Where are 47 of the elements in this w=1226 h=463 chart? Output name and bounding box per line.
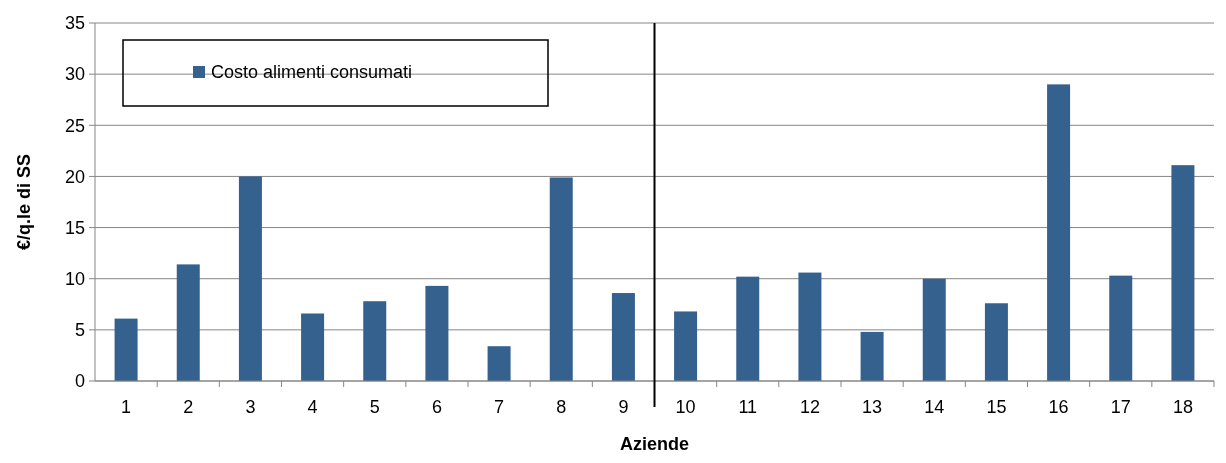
x-tick-label: 8 (556, 397, 567, 417)
bar (363, 301, 387, 381)
bar (176, 264, 200, 381)
x-tick-label: 12 (799, 397, 820, 417)
x-axis-title: Aziende (619, 434, 690, 454)
x-tick-label: 17 (1110, 397, 1131, 417)
bar (674, 311, 698, 381)
bar (1109, 275, 1133, 381)
bar (922, 278, 946, 381)
y-tick-label: 30 (64, 64, 85, 85)
x-tick-label: 6 (431, 397, 442, 417)
bar (736, 276, 760, 381)
bar (238, 176, 262, 381)
x-tick-label: 2 (183, 397, 194, 417)
y-tick-label: 10 (64, 269, 85, 290)
bar (798, 272, 822, 381)
y-tick-label: 25 (64, 115, 85, 136)
bar (860, 331, 884, 381)
x-tick-label: 1 (121, 397, 132, 417)
bar (1047, 84, 1071, 381)
x-tick-label: 10 (675, 397, 696, 417)
x-tick-label: 3 (245, 397, 256, 417)
y-tick-label: 5 (74, 320, 85, 341)
y-tick-label: 35 (64, 13, 85, 34)
bar (1171, 165, 1195, 381)
bar (549, 177, 573, 381)
x-tick-label: 15 (986, 397, 1007, 417)
x-tick-label: 11 (738, 397, 758, 417)
x-tick-label: 7 (494, 397, 505, 417)
bar (114, 318, 138, 381)
bar (984, 303, 1008, 381)
bar (301, 313, 325, 381)
x-tick-label: 16 (1048, 397, 1069, 417)
x-tick-label: 13 (862, 397, 883, 417)
x-tick-label: 18 (1172, 397, 1193, 417)
legend-label: Costo alimenti consumati (211, 62, 413, 83)
y-axis-title: €/q.le di SS (14, 153, 34, 251)
bar (425, 285, 449, 381)
y-tick-label: 0 (74, 371, 85, 392)
bar (611, 293, 635, 381)
x-tick-label: 14 (924, 397, 945, 417)
y-tick-label: 20 (64, 166, 85, 187)
x-tick-label: 9 (618, 397, 629, 417)
x-tick-label: 5 (369, 397, 380, 417)
x-tick-label: 4 (307, 397, 318, 417)
bar (487, 346, 511, 381)
y-tick-label: 15 (64, 217, 85, 238)
